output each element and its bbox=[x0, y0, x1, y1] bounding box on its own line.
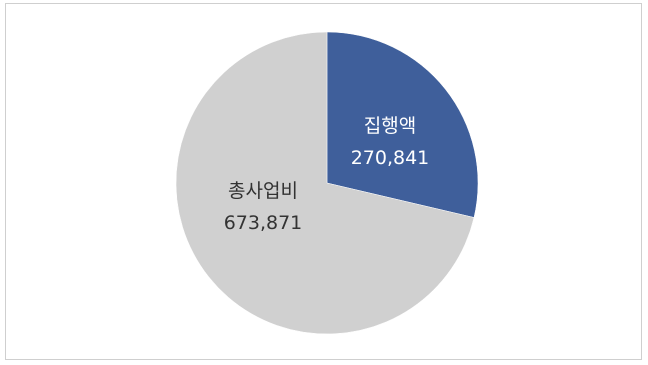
pie-slice-1 bbox=[175, 31, 475, 335]
slice-label-name-1: 총사업비 bbox=[228, 180, 298, 202]
pie-slice-0 bbox=[326, 31, 479, 218]
slice-label-name-0: 집행액 bbox=[364, 115, 416, 137]
pie-labels: 집행액 270,841 총사업비 673,871 bbox=[224, 115, 430, 234]
slice-label-value-1: 673,871 bbox=[224, 212, 303, 234]
slice-label-value-0: 270,841 bbox=[351, 147, 430, 169]
pie-slices bbox=[175, 31, 479, 335]
